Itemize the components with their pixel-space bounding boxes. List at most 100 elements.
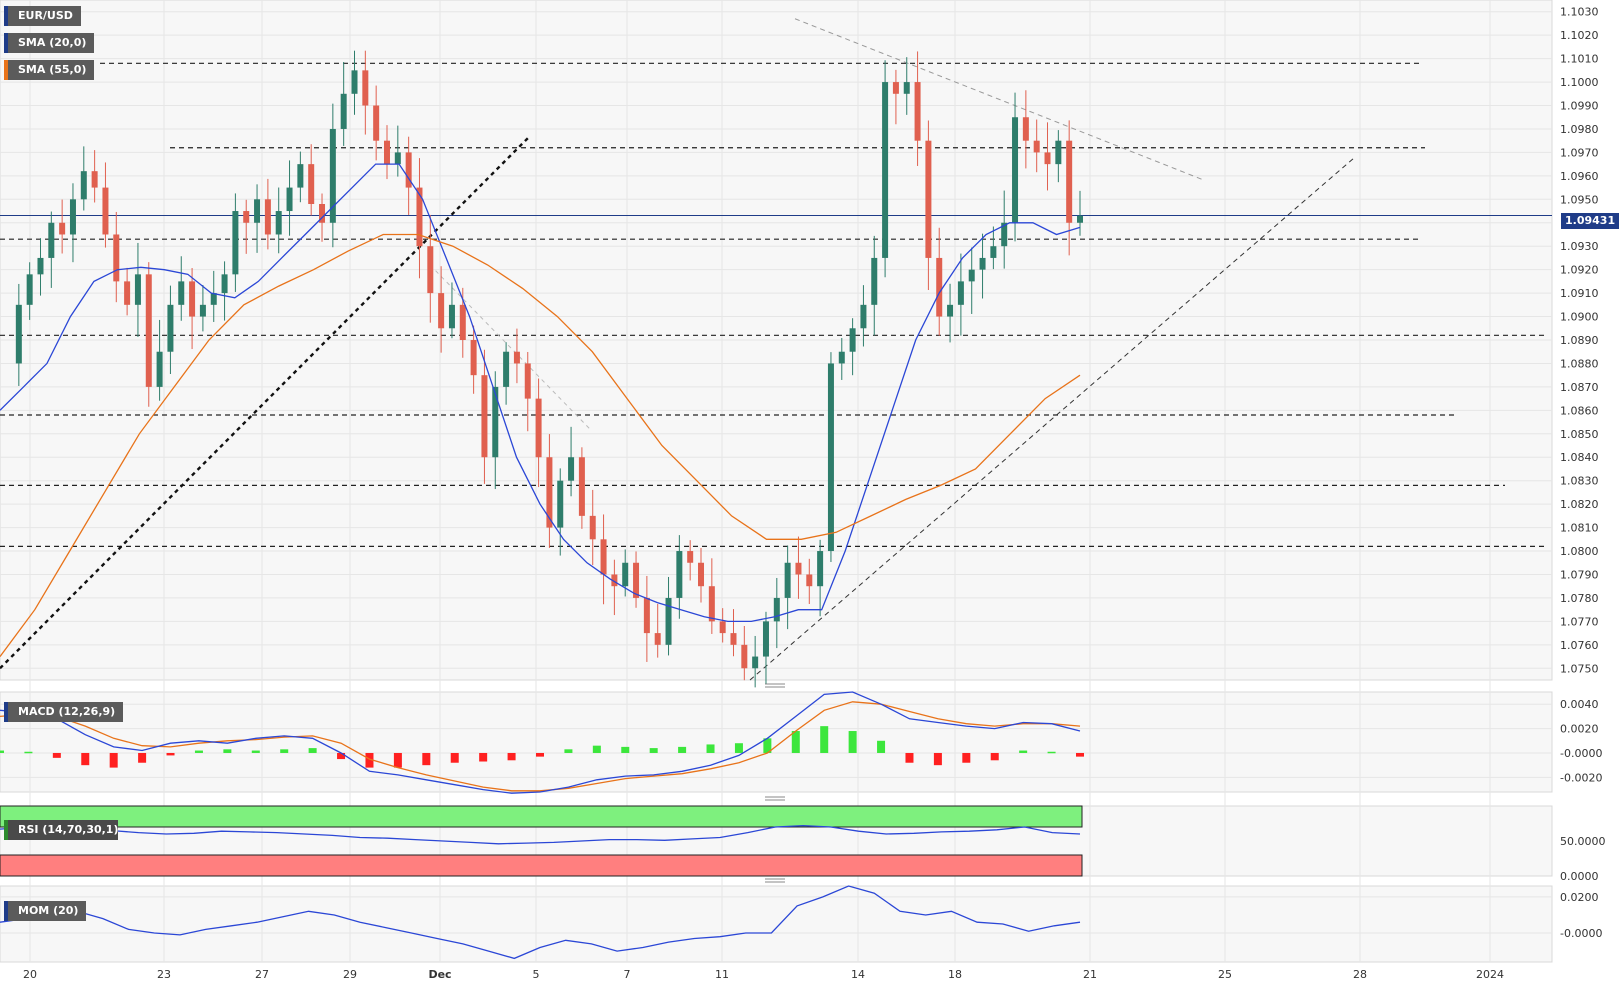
candle-up bbox=[773, 597, 780, 622]
y-tick-label: 1.0790 bbox=[1560, 568, 1599, 581]
macd-histogram-bar bbox=[479, 752, 488, 762]
mom-line bbox=[0, 885, 1081, 960]
y-tick-label: 1.1000 bbox=[1560, 76, 1599, 89]
candle-down bbox=[892, 82, 899, 94]
x-tick-label: 23 bbox=[157, 968, 171, 981]
macd-histogram-bar bbox=[1076, 752, 1084, 757]
macd-histogram-bar bbox=[166, 752, 175, 756]
macd-panel: 0.0040 0.0020 -0.0000 -0.0020 bbox=[0, 691, 1602, 794]
candle-down bbox=[600, 539, 607, 575]
macd-histogram-bar bbox=[507, 752, 516, 761]
y-tick-label: 1.0930 bbox=[1560, 240, 1599, 253]
y-tick-label: 1.0970 bbox=[1560, 146, 1599, 159]
legend-macd[interactable]: MACD (12,26,9) bbox=[4, 702, 124, 722]
candle-up bbox=[80, 171, 87, 200]
candle-up bbox=[557, 480, 564, 528]
candle-down bbox=[91, 171, 98, 188]
mom-tick-label: -0.0000 bbox=[1560, 927, 1602, 940]
downtrend-line bbox=[429, 264, 591, 430]
candle-up bbox=[232, 211, 239, 275]
candle-down bbox=[795, 562, 802, 575]
candle-up bbox=[134, 274, 141, 305]
x-tick-label: 27 bbox=[255, 968, 269, 981]
macd-panel-bg bbox=[0, 691, 1553, 793]
candle-down bbox=[102, 187, 109, 235]
sma20-line bbox=[0, 163, 1081, 623]
candle-down bbox=[654, 633, 661, 645]
y-tick-label: 1.1010 bbox=[1560, 53, 1599, 66]
x-tick-label: 5 bbox=[533, 968, 540, 981]
candle-up bbox=[838, 351, 845, 364]
candle-down bbox=[730, 633, 737, 645]
mom-panel-bg bbox=[0, 885, 1553, 963]
candle-up bbox=[990, 246, 997, 258]
candle-down bbox=[481, 375, 488, 458]
candle-down bbox=[319, 204, 326, 223]
candle-up bbox=[860, 304, 867, 329]
candle-down bbox=[362, 70, 369, 106]
rsi-tick-label: 0.0000 bbox=[1560, 870, 1599, 883]
candle-down bbox=[535, 398, 542, 458]
candle-down bbox=[59, 222, 66, 235]
macd-histogram-bar bbox=[393, 752, 402, 768]
macd-tick-label: -0.0000 bbox=[1560, 747, 1602, 760]
candle-down bbox=[589, 515, 596, 540]
x-tick-label: 18 bbox=[948, 968, 962, 981]
x-tick-label: 21 bbox=[1083, 968, 1097, 981]
candle-up bbox=[957, 281, 964, 305]
macd-histogram-bar bbox=[422, 752, 431, 766]
candle-down bbox=[806, 574, 813, 587]
y-tick-label: 1.0770 bbox=[1560, 615, 1599, 628]
legend-sma20[interactable]: SMA (20,0) bbox=[4, 33, 95, 53]
moving-averages bbox=[0, 163, 1081, 657]
mom-panel: 0.0200 -0.0000 bbox=[0, 885, 1602, 960]
candle-up bbox=[1055, 140, 1062, 165]
candle-down bbox=[633, 562, 640, 598]
y-tick-label: 1.0980 bbox=[1560, 123, 1599, 136]
candle-up bbox=[827, 363, 834, 552]
candle-up bbox=[762, 621, 769, 657]
candle-down bbox=[459, 304, 466, 340]
candle-down bbox=[914, 82, 921, 141]
candle-down bbox=[1022, 117, 1029, 141]
candle-down bbox=[524, 363, 531, 399]
candle-up bbox=[676, 551, 683, 598]
candle-down bbox=[373, 105, 380, 141]
macd-histogram-bar bbox=[308, 748, 317, 753]
y-tick-label: 1.0860 bbox=[1560, 404, 1599, 417]
candle-up bbox=[286, 187, 293, 212]
macd-histogram-bar bbox=[649, 748, 658, 753]
candle-up bbox=[329, 128, 336, 223]
candle-down bbox=[513, 351, 520, 364]
legend-sma55[interactable]: SMA (55,0) bbox=[4, 60, 95, 80]
candle-up bbox=[492, 386, 499, 458]
candle-down bbox=[113, 234, 120, 282]
candle-down bbox=[578, 457, 585, 516]
candle-up bbox=[37, 257, 44, 275]
candle-down bbox=[936, 257, 943, 317]
legend-pair[interactable]: EUR/USD bbox=[4, 6, 81, 26]
legend-rsi[interactable]: RSI (14,70,30,1) bbox=[4, 820, 118, 840]
candle-up bbox=[1001, 222, 1008, 247]
uptrend-line bbox=[0, 135, 531, 670]
y-tick-label: 1.0920 bbox=[1560, 264, 1599, 277]
candle-up bbox=[394, 152, 401, 165]
candle-down bbox=[1033, 140, 1040, 153]
candle-up bbox=[882, 82, 889, 258]
candle-up bbox=[448, 304, 455, 329]
candle-down bbox=[611, 574, 618, 587]
macd-histogram-bar bbox=[1047, 751, 1056, 754]
candle-up bbox=[178, 281, 185, 305]
candle-up bbox=[503, 351, 510, 387]
candles bbox=[15, 50, 1083, 688]
macd-histogram-bar bbox=[450, 752, 459, 763]
candle-down bbox=[925, 140, 932, 258]
y-tick-label: 1.0850 bbox=[1560, 428, 1599, 441]
last-price-tag: 1.09431 bbox=[1561, 213, 1620, 229]
legend-mom[interactable]: MOM (20) bbox=[4, 901, 87, 921]
y-tick-label: 1.1020 bbox=[1560, 29, 1599, 42]
candle-up bbox=[48, 222, 55, 258]
candle-up bbox=[903, 82, 910, 94]
